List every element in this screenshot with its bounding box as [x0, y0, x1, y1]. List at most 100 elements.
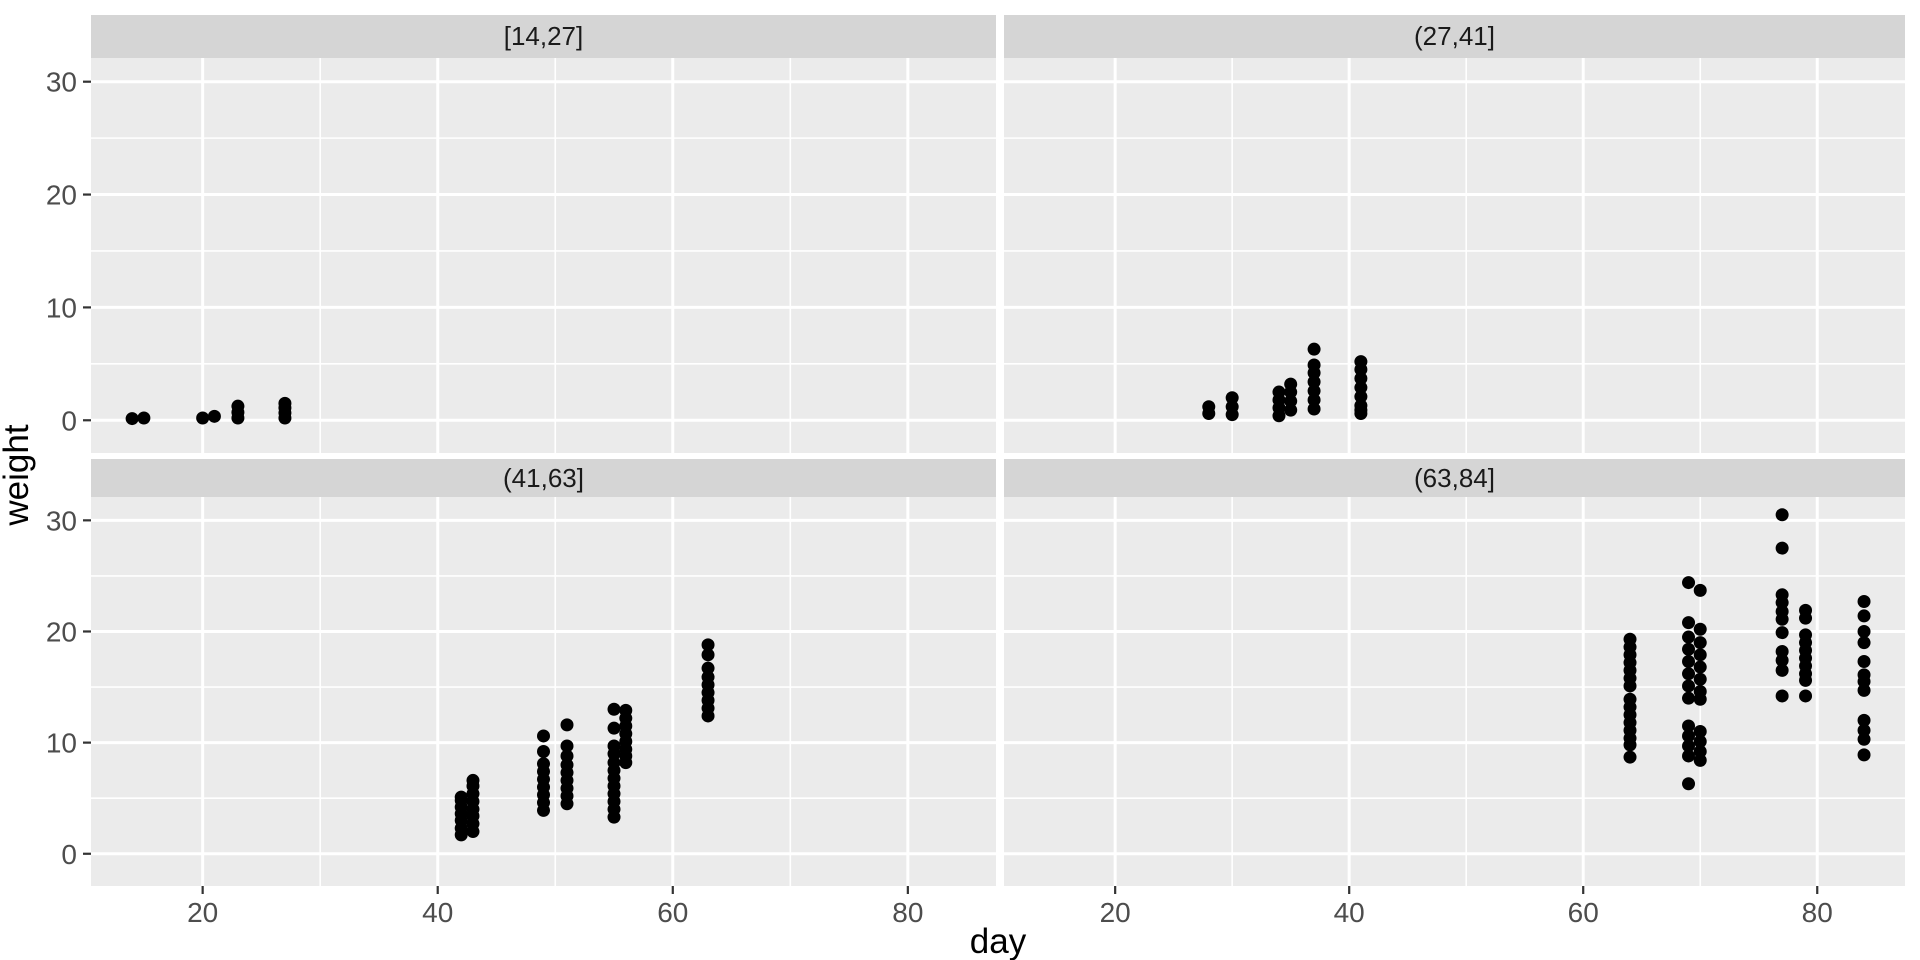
data-point — [1775, 653, 1789, 667]
data-point — [607, 739, 621, 753]
data-point — [1857, 594, 1871, 608]
data-point — [1354, 355, 1368, 369]
data-point — [560, 718, 574, 732]
data-point — [1354, 390, 1368, 404]
data-point — [1857, 732, 1871, 746]
data-point — [607, 721, 621, 735]
data-point — [1857, 624, 1871, 638]
data-point — [1284, 394, 1298, 408]
data-point — [560, 739, 574, 753]
data-point — [1682, 576, 1696, 590]
data-point — [1693, 672, 1707, 686]
data-point — [1682, 729, 1696, 743]
data-point — [1682, 654, 1696, 668]
data-point — [1857, 654, 1871, 668]
data-point — [1682, 667, 1696, 681]
data-point — [1307, 402, 1321, 416]
data-point — [196, 411, 210, 425]
data-point — [1354, 381, 1368, 395]
facet-strip-label: [14,27] — [503, 21, 584, 51]
data-point — [537, 729, 550, 743]
panel-background — [91, 58, 996, 453]
data-point — [1857, 609, 1871, 623]
data-point — [1682, 691, 1696, 705]
y-axis-title: weight — [0, 424, 36, 526]
data-point — [1693, 735, 1707, 749]
x-tick-label: 80 — [1802, 897, 1833, 928]
data-point — [137, 411, 151, 425]
data-point — [1202, 400, 1216, 414]
x-tick-label: 40 — [422, 897, 453, 928]
data-point — [207, 409, 221, 423]
facet-strip-63-84: (63,84] — [1004, 459, 1905, 497]
panel-background — [1004, 497, 1905, 886]
y-tick-label: 10 — [46, 292, 77, 323]
data-point — [607, 702, 621, 716]
data-point — [1307, 375, 1321, 389]
y-tick-label: 0 — [61, 405, 77, 436]
facet-strip-label: (27,41] — [1414, 21, 1495, 51]
data-point — [1857, 713, 1871, 727]
data-point — [1693, 685, 1707, 698]
data-point — [1307, 393, 1321, 407]
data-point — [619, 703, 633, 717]
facet-strip-14-27: [14,27] — [91, 15, 996, 58]
x-tick-label: 80 — [892, 897, 923, 928]
facet-strip-27-41: (27,41] — [1004, 15, 1905, 58]
facet-strip-41-63: (41,63] — [91, 459, 996, 497]
data-point — [278, 396, 292, 410]
data-point — [701, 638, 715, 652]
data-point — [1623, 632, 1637, 646]
y-tick-label: 20 — [46, 616, 77, 647]
y-tick-label: 20 — [46, 180, 77, 211]
data-point — [1693, 725, 1707, 739]
data-point — [1775, 626, 1789, 640]
data-point — [1682, 777, 1696, 791]
data-point — [454, 790, 468, 804]
data-point — [1682, 642, 1696, 656]
data-point — [1693, 753, 1707, 767]
data-point — [1775, 663, 1789, 677]
data-point — [1857, 636, 1871, 650]
data-point — [1693, 622, 1707, 636]
data-point — [1799, 603, 1813, 617]
data-point — [1857, 668, 1871, 682]
data-point — [1693, 648, 1707, 662]
data-point — [537, 745, 550, 759]
data-point — [1775, 588, 1789, 602]
data-point — [1799, 689, 1813, 703]
data-point — [1682, 749, 1696, 763]
data-point — [1693, 660, 1707, 674]
data-point — [125, 412, 139, 426]
data-point — [1799, 628, 1813, 642]
data-point — [1682, 679, 1696, 693]
data-point — [1272, 385, 1286, 399]
data-point — [466, 773, 480, 787]
data-point — [1623, 750, 1637, 764]
data-point — [560, 758, 574, 772]
data-point — [1857, 748, 1871, 762]
facet-strip-label: (41,63] — [503, 462, 584, 493]
data-point — [560, 749, 574, 763]
data-point — [1775, 604, 1789, 618]
data-point — [1857, 683, 1871, 697]
data-point — [1307, 342, 1321, 356]
data-point — [1682, 616, 1696, 630]
data-point — [1284, 377, 1298, 391]
data-point — [231, 399, 245, 413]
data-point — [701, 661, 715, 675]
y-tick-label: 0 — [61, 839, 77, 870]
panel-background — [1004, 58, 1905, 453]
data-point — [701, 670, 715, 684]
data-point — [1225, 400, 1239, 414]
x-axis-title: day — [969, 922, 1027, 960]
data-point — [1354, 399, 1368, 413]
data-point — [1693, 745, 1707, 759]
y-tick-label: 30 — [46, 505, 77, 536]
data-point — [1307, 384, 1321, 398]
y-tick-label: 10 — [46, 728, 77, 759]
data-point — [1775, 508, 1789, 522]
x-tick-label: 20 — [1100, 897, 1131, 928]
